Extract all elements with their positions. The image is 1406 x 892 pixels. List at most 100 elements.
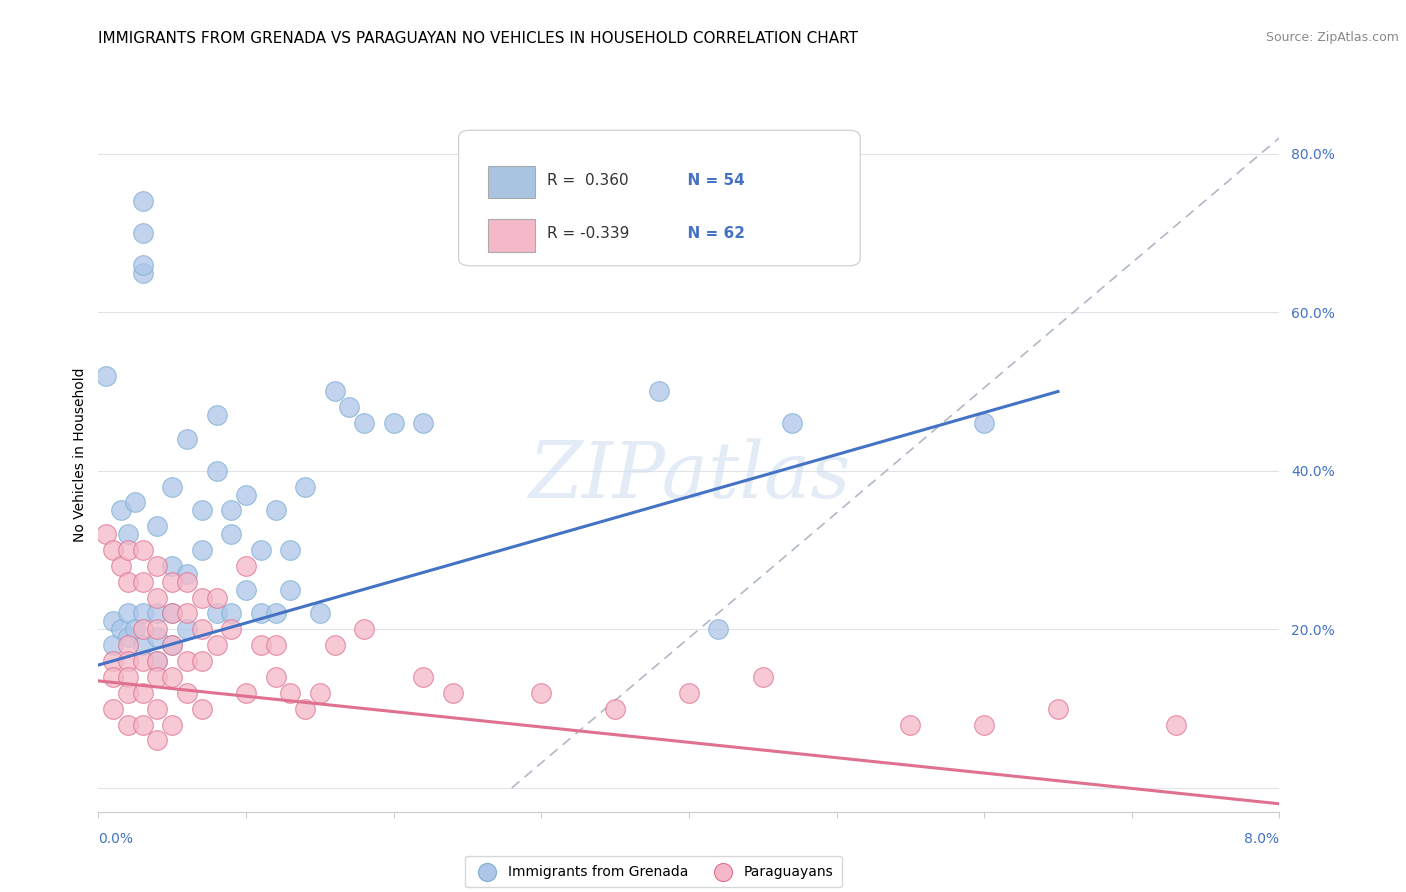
Point <box>146 519 169 533</box>
Point <box>132 266 155 280</box>
Point <box>146 654 169 668</box>
Point <box>162 717 183 731</box>
Point <box>382 416 405 430</box>
Point <box>117 607 139 621</box>
Point <box>605 701 627 715</box>
Point <box>308 686 332 700</box>
Point <box>146 670 169 684</box>
Point <box>648 384 671 399</box>
Point <box>103 654 125 668</box>
Point <box>117 686 139 700</box>
Point <box>191 543 214 558</box>
Point <box>278 582 302 597</box>
Point <box>278 686 302 700</box>
Point <box>117 638 139 652</box>
Point <box>94 368 117 383</box>
Point <box>751 670 773 684</box>
Point <box>162 638 183 652</box>
Point <box>124 495 146 509</box>
Bar <box>488 219 536 252</box>
Point <box>191 591 214 605</box>
Point <box>176 654 198 668</box>
Point <box>530 686 553 700</box>
FancyBboxPatch shape <box>458 130 860 266</box>
Point <box>250 607 273 621</box>
Point <box>146 591 169 605</box>
Point <box>191 623 214 637</box>
Point <box>132 686 155 700</box>
Point <box>264 638 287 652</box>
Point <box>678 686 700 700</box>
Point <box>235 487 257 501</box>
Point <box>110 558 132 573</box>
Point <box>176 574 198 589</box>
Point <box>205 638 228 652</box>
Point <box>132 607 155 621</box>
Point <box>146 630 169 644</box>
Point <box>250 543 273 558</box>
Point <box>191 701 214 715</box>
Point <box>294 480 316 494</box>
Point <box>162 607 183 621</box>
Point <box>94 527 117 541</box>
Point <box>162 558 183 573</box>
Point <box>132 226 155 240</box>
Point <box>117 630 139 644</box>
Bar <box>488 166 536 198</box>
Y-axis label: No Vehicles in Household: No Vehicles in Household <box>73 368 87 542</box>
Point <box>103 670 125 684</box>
Point <box>146 558 169 573</box>
Point <box>973 416 995 430</box>
Point <box>146 654 169 668</box>
Point <box>103 701 125 715</box>
Point <box>176 686 198 700</box>
Text: N = 54: N = 54 <box>678 173 745 187</box>
Point <box>235 686 257 700</box>
Point <box>103 615 125 629</box>
Point <box>176 432 198 446</box>
Text: IMMIGRANTS FROM GRENADA VS PARAGUAYAN NO VEHICLES IN HOUSEHOLD CORRELATION CHART: IMMIGRANTS FROM GRENADA VS PARAGUAYAN NO… <box>98 31 859 46</box>
Point <box>146 607 169 621</box>
Point <box>117 527 139 541</box>
Point <box>117 543 139 558</box>
Point <box>219 503 242 517</box>
Point <box>162 638 183 652</box>
Legend: Immigrants from Grenada, Paraguayans: Immigrants from Grenada, Paraguayans <box>465 856 842 887</box>
Point <box>264 607 287 621</box>
Point <box>132 717 155 731</box>
Point <box>146 623 169 637</box>
Point <box>117 654 139 668</box>
Point <box>110 503 132 517</box>
Point <box>219 623 242 637</box>
Point <box>103 543 125 558</box>
Point <box>132 258 155 272</box>
Point <box>353 416 375 430</box>
Point <box>176 623 198 637</box>
Point <box>707 623 730 637</box>
Point <box>294 701 316 715</box>
Point <box>132 194 155 209</box>
Point <box>124 623 146 637</box>
Point <box>1046 701 1069 715</box>
Point <box>219 607 242 621</box>
Point <box>132 654 155 668</box>
Point <box>264 503 287 517</box>
Text: N = 62: N = 62 <box>678 227 745 241</box>
Point <box>205 464 228 478</box>
Point <box>264 670 287 684</box>
Point <box>132 574 155 589</box>
Point <box>132 638 155 652</box>
Point <box>441 686 464 700</box>
Point <box>412 416 434 430</box>
Point <box>900 717 922 731</box>
Point <box>146 733 169 747</box>
Point <box>353 623 375 637</box>
Point <box>235 558 257 573</box>
Point <box>117 717 139 731</box>
Point <box>117 670 139 684</box>
Point <box>235 582 257 597</box>
Point <box>146 701 169 715</box>
Text: Source: ZipAtlas.com: Source: ZipAtlas.com <box>1265 31 1399 45</box>
Point <box>103 638 125 652</box>
Point <box>162 607 183 621</box>
